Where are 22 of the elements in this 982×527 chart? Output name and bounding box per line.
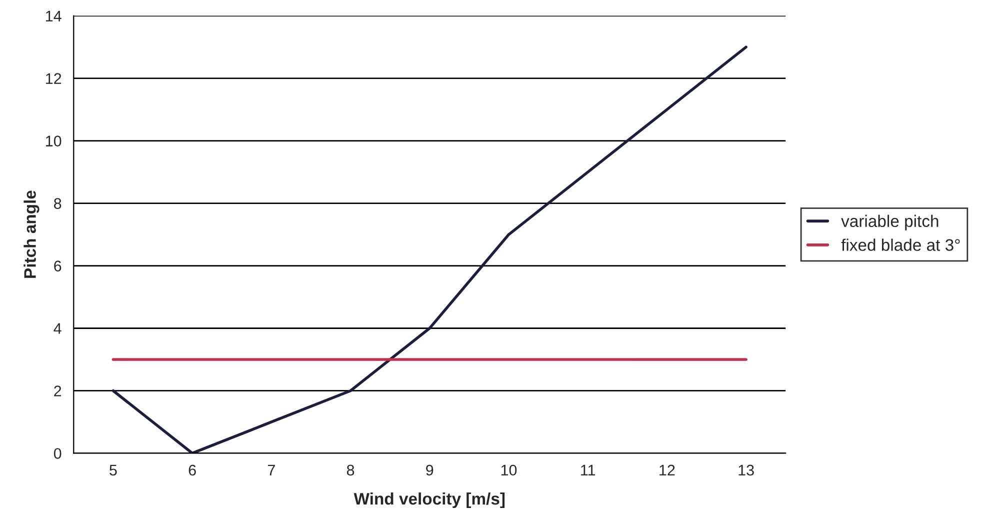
y-tick-label: 4 (54, 323, 62, 334)
y-tick-label: 8 (54, 198, 62, 209)
y-tick-label: 6 (54, 260, 62, 272)
line-series (112, 46, 748, 454)
x-axis-title: Wind velocity [m/s] (354, 492, 505, 508)
y-axis-title: Pitch angle (24, 190, 40, 278)
x-tick-label: 11 (581, 464, 596, 476)
x-tick-label: 5 (110, 464, 117, 476)
x-tick-label: 9 (426, 464, 434, 476)
x-tick-label: 13 (738, 464, 754, 476)
y-tick-label: 2 (54, 386, 62, 396)
legend-label: variable pitch (841, 214, 938, 230)
x-tick-label: 10 (501, 464, 517, 476)
y-tick-label: 12 (46, 73, 62, 84)
y-tick-label: 0 (54, 448, 62, 459)
y-tick-label: 14 (46, 10, 62, 22)
x-tick-label: 8 (346, 464, 354, 476)
legend-label: fixed blade at 3° (841, 238, 960, 251)
x-tick-label: 7 (268, 464, 275, 476)
x-tick-label: 6 (188, 464, 196, 476)
y-tick-label: 10 (46, 136, 62, 146)
x-tick-label: 12 (660, 464, 675, 476)
